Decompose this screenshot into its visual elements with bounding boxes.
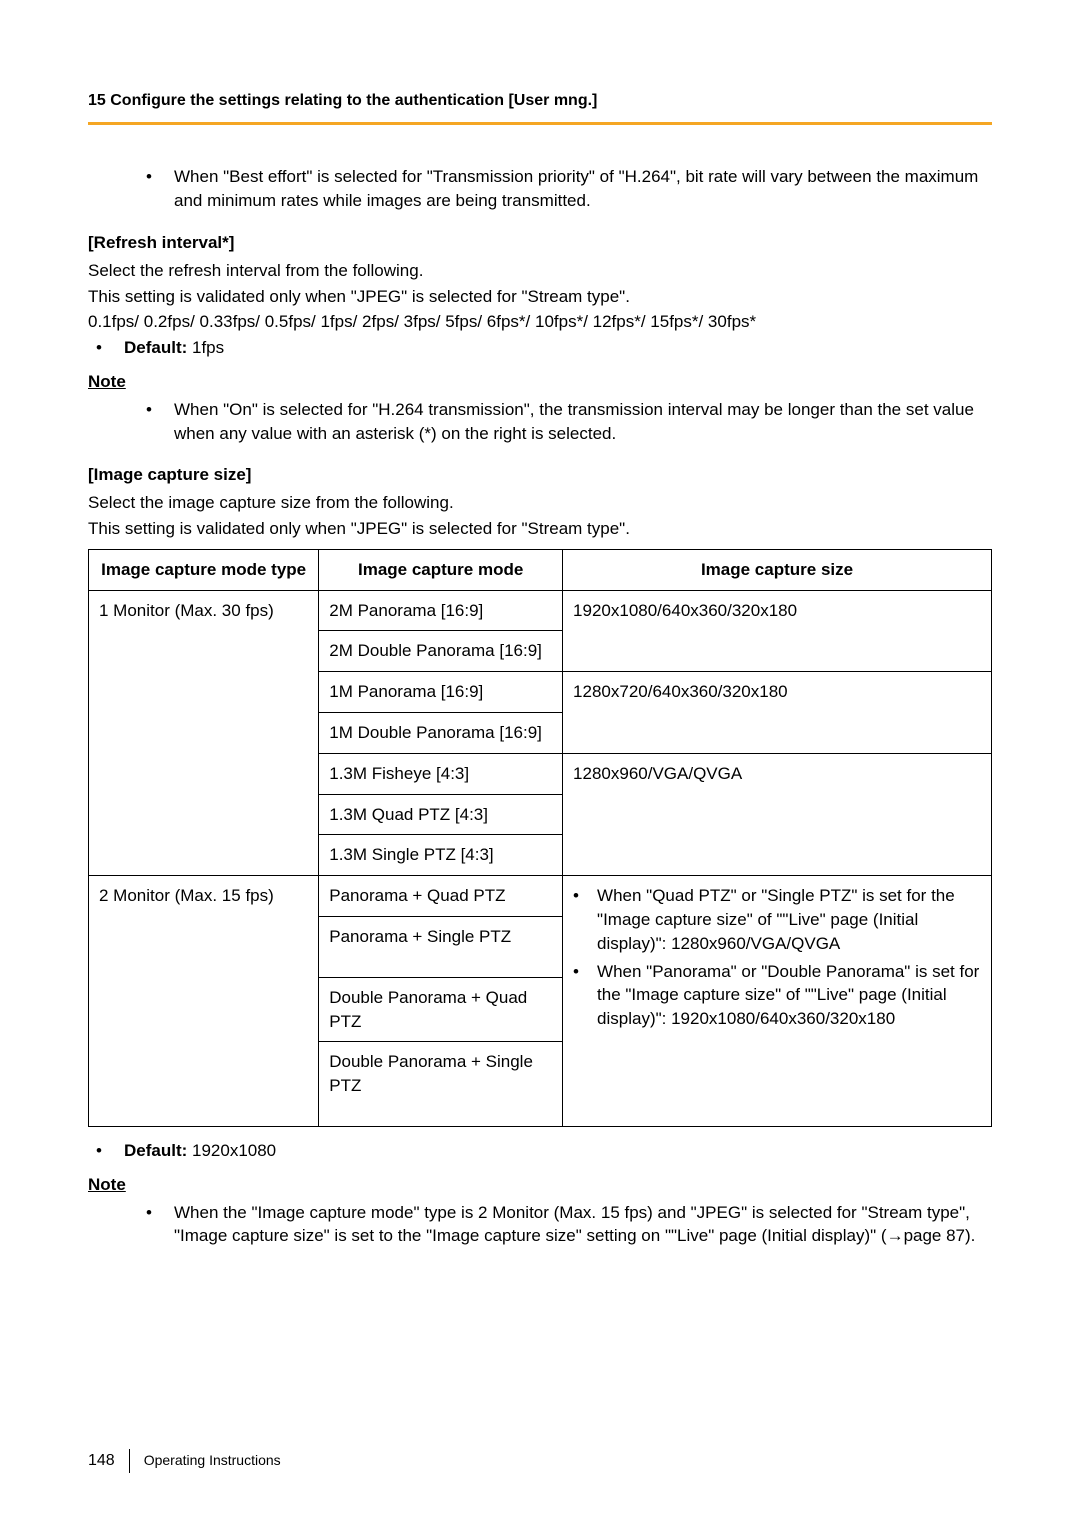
refresh-default-list: Default: 1fps (88, 336, 992, 360)
cell-size-bullet2: When "Panorama" or "Double Panorama" is … (573, 960, 981, 1031)
page-footer: 148 Operating Instructions (88, 1449, 281, 1473)
th-size: Image capture size (563, 549, 992, 590)
page-number: 148 (88, 1450, 115, 1472)
refresh-line1: Select the refresh interval from the fol… (88, 259, 992, 283)
refresh-note-list: When "On" is selected for "H.264 transmi… (88, 398, 992, 446)
cell-mode-2mdouble: 2M Double Panorama [16:9] (319, 631, 563, 672)
intro-bullet-list: When "Best effort" is selected for "Tran… (88, 165, 992, 213)
header-divider (88, 122, 992, 125)
cell-size-1280x960: 1280x960/VGA/QVGA (563, 753, 992, 875)
footer-divider (129, 1449, 130, 1473)
cell-mode-pano-single: Panorama + Single PTZ (319, 916, 563, 977)
intro-bullet: When "Best effort" is selected for "Tran… (146, 165, 992, 213)
refresh-note-heading: Note (88, 370, 992, 394)
cell-size-2monitor: When "Quad PTZ" or "Single PTZ" is set f… (563, 876, 992, 1127)
capture-heading: [Image capture size] (88, 463, 992, 487)
cell-mode-1mpano: 1M Panorama [16:9] (319, 672, 563, 713)
refresh-line3: 0.1fps/ 0.2fps/ 0.33fps/ 0.5fps/ 1fps/ 2… (88, 310, 992, 334)
capture-line2: This setting is validated only when "JPE… (88, 517, 992, 541)
cell-mode-fisheye: 1.3M Fisheye [4:3] (319, 753, 563, 794)
cell-mode-1mdouble: 1M Double Panorama [16:9] (319, 712, 563, 753)
capture-default: Default: 1920x1080 (96, 1139, 992, 1163)
refresh-line2: This setting is validated only when "JPE… (88, 285, 992, 309)
cell-mode-dpano-quad: Double Panorama + Quad PTZ (319, 977, 563, 1042)
th-mode: Image capture mode (319, 549, 563, 590)
cell-size-bullet1: When "Quad PTZ" or "Single PTZ" is set f… (573, 884, 981, 955)
cell-mode-2mpano: 2M Panorama [16:9] (319, 590, 563, 631)
cell-2monitor: 2 Monitor (Max. 15 fps) (89, 876, 319, 1127)
capture-default-value: 1920x1080 (187, 1141, 276, 1160)
refresh-note-bullet: When "On" is selected for "H.264 transmi… (146, 398, 992, 446)
page-header: 15 Configure the settings relating to th… (88, 90, 992, 112)
footer-label: Operating Instructions (144, 1451, 281, 1471)
capture-note-heading: Note (88, 1173, 992, 1197)
refresh-heading: [Refresh interval*] (88, 231, 992, 255)
capture-line1: Select the image capture size from the f… (88, 491, 992, 515)
capture-table: Image capture mode type Image capture mo… (88, 549, 992, 1127)
cell-mode-quadptz: 1.3M Quad PTZ [4:3] (319, 794, 563, 835)
refresh-default-label: Default: (124, 338, 187, 357)
capture-default-list: Default: 1920x1080 (88, 1139, 992, 1163)
cell-mode-pano-quad: Panorama + Quad PTZ (319, 876, 563, 917)
cell-size-1280x720: 1280x720/640x360/320x180 (563, 672, 992, 754)
cell-mode-dpano-single: Double Panorama + Single PTZ (319, 1042, 563, 1127)
refresh-default: Default: 1fps (96, 336, 992, 360)
capture-note-bullet: When the "Image capture mode" type is 2 … (146, 1201, 992, 1249)
cell-1monitor: 1 Monitor (Max. 30 fps) (89, 590, 319, 876)
refresh-default-value: 1fps (187, 338, 224, 357)
cell-mode-singleptz: 1.3M Single PTZ [4:3] (319, 835, 563, 876)
cell-size-1920: 1920x1080/640x360/320x180 (563, 590, 992, 672)
th-mode-type: Image capture mode type (89, 549, 319, 590)
capture-default-label: Default: (124, 1141, 187, 1160)
capture-note-list: When the "Image capture mode" type is 2 … (88, 1201, 992, 1249)
